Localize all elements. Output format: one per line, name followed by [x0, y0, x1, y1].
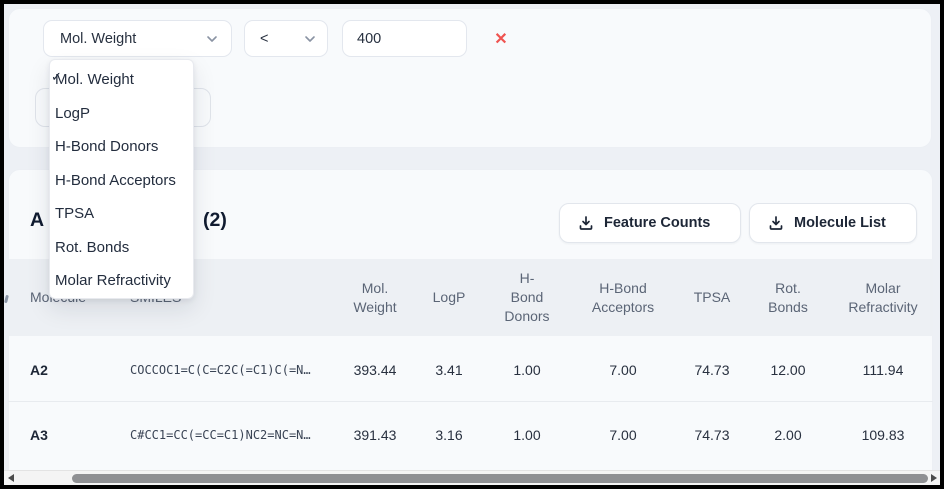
scroll-right-icon[interactable] [931, 474, 937, 482]
cell-mol-weight: 393.44 [353, 361, 397, 378]
table-row[interactable]: A3 C#CC1=CC(=CC=C1)NC2=NC=N… 391.43 3.16… [8, 403, 933, 467]
chevron-down-icon [303, 32, 317, 46]
molecule-list-label: Molecule List [794, 215, 886, 231]
cell-logp: 3.16 [435, 427, 463, 443]
cell-tpsa: 74.73 [694, 361, 730, 378]
col-header-rot-bonds[interactable]: Rot. Bonds [768, 279, 808, 315]
results-title-count: (2) [203, 209, 227, 231]
filter-property-value: Mol. Weight [60, 30, 137, 47]
cell-h-bond-acceptors: 7.00 [609, 361, 637, 378]
cell-rot-bonds: 12.00 [770, 361, 806, 378]
dropdown-item-label: H-Bond Acceptors [55, 171, 176, 189]
cell-molar-refractivity: 111.94 [862, 361, 904, 378]
dropdown-item-label: Molar Refractivity [55, 272, 171, 290]
filter-value-input[interactable] [342, 20, 467, 57]
cell-smiles: COCCOC1=C(C=C2C(=C1)C(=N… [130, 362, 311, 377]
results-title-fragment: A [30, 209, 45, 231]
dropdown-item-rot-bonds[interactable]: Rot. Bonds [50, 231, 193, 265]
download-icon [578, 215, 594, 231]
cell-molar-refractivity: 109.83 [861, 427, 905, 443]
col-header-tpsa[interactable]: TPSA [693, 289, 731, 305]
feature-counts-label: Feature Counts [604, 215, 711, 231]
check-icon: ✓ [51, 69, 62, 84]
dropdown-item-label: H-Bond Donors [55, 138, 159, 156]
dropdown-item-mol-weight[interactable]: ✓ Mol. Weight [50, 63, 193, 97]
property-dropdown-menu: ✓ Mol. Weight LogP H-Bond Donors H-Bond … [49, 59, 194, 299]
cell-h-bond-donors: 1.00 [513, 361, 541, 378]
cell-logp: 3.41 [435, 361, 463, 378]
col-header-molar-refractivity[interactable]: Molar Refractivity [848, 279, 918, 315]
scrollbar-thumb[interactable] [72, 474, 928, 483]
cell-h-bond-donors: 1.00 [513, 427, 541, 443]
cell-rot-bonds: 2.00 [774, 427, 802, 443]
cell-smiles: C#CC1=CC(=CC=C1)NC2=NC=N… [130, 428, 311, 442]
dropdown-item-molar-refractivity[interactable]: Molar Refractivity [50, 264, 193, 298]
dropdown-item-h-bond-acceptors[interactable]: H-Bond Acceptors [50, 164, 193, 198]
cell-mol-weight: 391.43 [353, 427, 397, 443]
dropdown-item-logp[interactable]: LogP [50, 97, 193, 131]
cell-tpsa: 74.73 [694, 427, 730, 443]
filter-operator-select[interactable]: < [244, 20, 328, 57]
col-header-h-bond-donors[interactable]: H- Bond Donors [504, 270, 550, 324]
feature-counts-button[interactable]: Feature Counts [559, 203, 741, 243]
filter-operator-value: < [260, 30, 269, 47]
molecule-list-button[interactable]: Molecule List [749, 203, 917, 243]
dropdown-item-label: LogP [55, 104, 91, 122]
horizontal-scrollbar[interactable] [4, 470, 940, 485]
dropdown-item-label: Mol. Weight [55, 71, 134, 89]
chevron-down-icon [205, 32, 219, 46]
dropdown-item-h-bond-donors[interactable]: H-Bond Donors [50, 130, 193, 164]
table-row[interactable]: A2 COCCOC1=C(C=C2C(=C1)C(=N… 393.44 3.41… [8, 338, 933, 402]
cell-molecule: A3 [30, 427, 48, 443]
remove-filter-icon[interactable]: ✕ [494, 31, 508, 48]
download-icon [768, 215, 784, 231]
dropdown-item-tpsa[interactable]: TPSA [50, 197, 193, 231]
cell-molecule: A2 [30, 361, 48, 378]
cell-h-bond-acceptors: 7.00 [609, 427, 637, 443]
scroll-left-icon[interactable] [8, 474, 14, 482]
col-header-logp[interactable]: LogP [432, 289, 466, 305]
col-header-h-bond-acceptors[interactable]: H-Bond Acceptors [591, 279, 655, 315]
dropdown-item-label: Rot. Bonds [55, 238, 130, 256]
col-header-mol-weight[interactable]: Mol. Weight [353, 279, 397, 315]
filter-property-select[interactable]: Mol. Weight [43, 20, 232, 57]
dropdown-item-label: TPSA [55, 205, 95, 223]
